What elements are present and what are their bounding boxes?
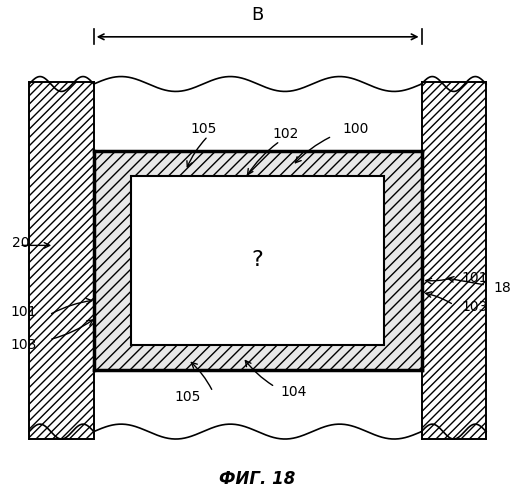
Bar xyxy=(422,82,486,439)
Text: 101: 101 xyxy=(461,270,488,284)
Text: 101: 101 xyxy=(10,306,37,320)
Text: 103: 103 xyxy=(461,300,488,314)
Bar xyxy=(29,82,94,439)
Text: ФИГ. 18: ФИГ. 18 xyxy=(219,470,296,488)
Text: 104: 104 xyxy=(280,385,307,399)
Text: B: B xyxy=(251,6,264,25)
Text: 102: 102 xyxy=(272,126,299,140)
Text: ?: ? xyxy=(252,250,264,270)
Text: 105: 105 xyxy=(174,390,201,404)
Bar xyxy=(131,176,384,344)
Text: 20: 20 xyxy=(12,236,29,250)
Text: 100: 100 xyxy=(342,122,368,136)
Bar xyxy=(94,151,422,370)
Text: 105: 105 xyxy=(190,122,217,136)
Text: 103: 103 xyxy=(10,338,37,351)
Text: 18: 18 xyxy=(493,280,511,294)
